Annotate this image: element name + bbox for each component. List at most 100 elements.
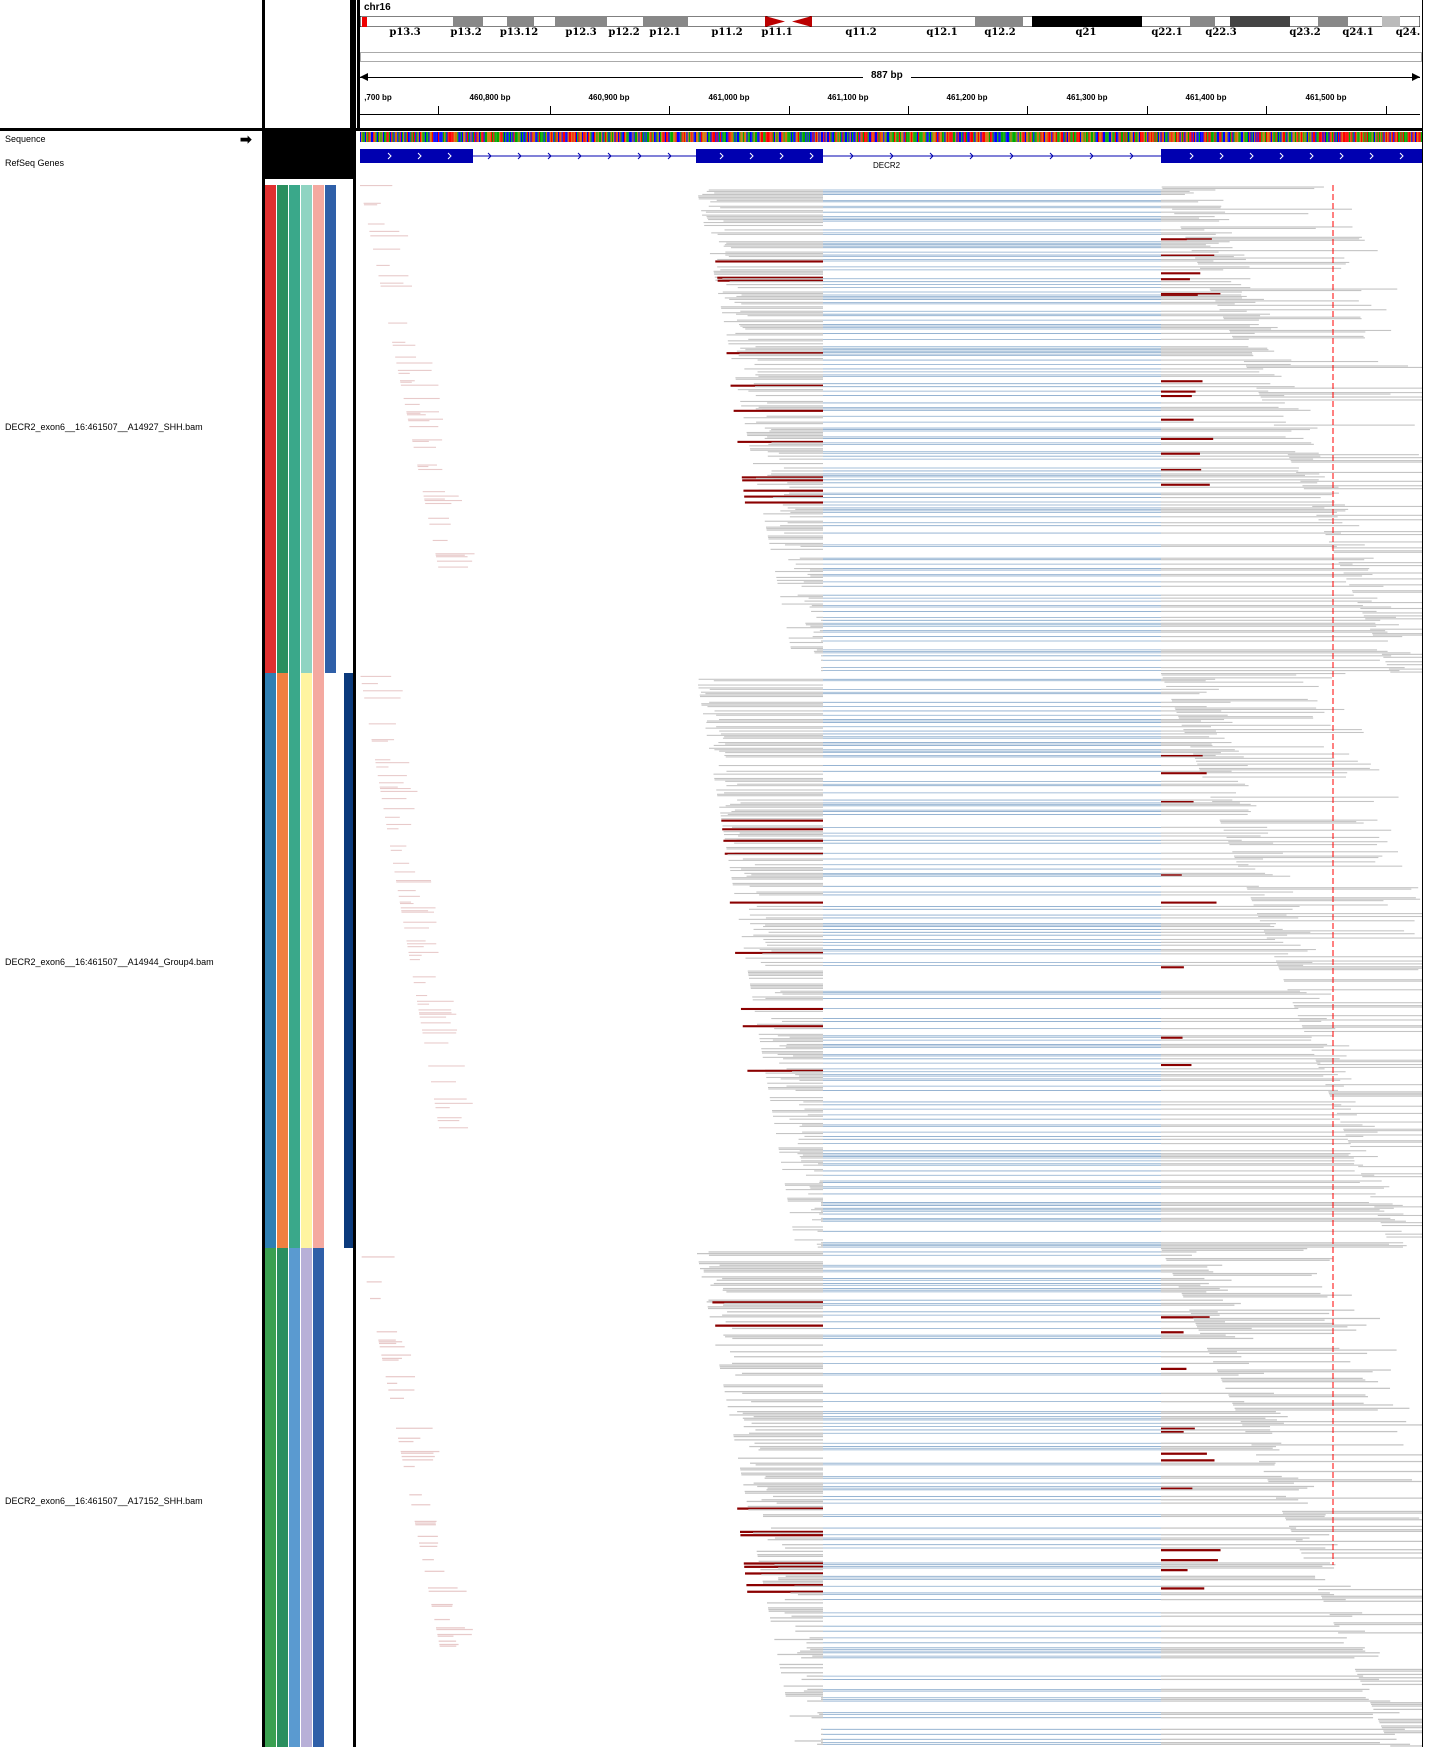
aligned-read bbox=[747, 970, 823, 972]
aligned-read bbox=[793, 1055, 823, 1057]
aligned-read bbox=[719, 730, 823, 732]
aligned-read bbox=[1161, 319, 1259, 321]
sample-attribute-cell[interactable] bbox=[325, 1248, 336, 1747]
aligned-read bbox=[1161, 328, 1272, 330]
refseq-genes-track-label[interactable]: RefSeq Genes bbox=[5, 158, 65, 168]
aligned-read bbox=[1235, 1409, 1378, 1411]
refseq-gene-track[interactable] bbox=[360, 147, 1422, 167]
aligned-read bbox=[370, 235, 409, 237]
aligned-read bbox=[1161, 1593, 1335, 1596]
aligned-read bbox=[1161, 350, 1275, 352]
aligned-read bbox=[776, 1502, 823, 1504]
aligned-read bbox=[748, 973, 823, 975]
sample-attribute-cell[interactable] bbox=[289, 185, 300, 673]
aligned-read bbox=[801, 585, 823, 587]
aligned-read bbox=[807, 1688, 823, 1691]
sample-attribute-cell[interactable] bbox=[301, 185, 312, 673]
sample-attribute-cell[interactable] bbox=[265, 1248, 276, 1747]
aligned-read bbox=[742, 1392, 823, 1394]
aligned-read bbox=[385, 816, 400, 818]
sample-label-3[interactable]: DECR2_exon6__16:461507__A17152_SHH.bam bbox=[5, 1496, 203, 1506]
aligned-read bbox=[785, 1184, 823, 1186]
gene-name-label[interactable]: DECR2 bbox=[873, 161, 901, 170]
aligned-read bbox=[1161, 1251, 1197, 1253]
aligned-read bbox=[794, 568, 823, 570]
aligned-read bbox=[1161, 1219, 1396, 1221]
mismatch-read bbox=[723, 839, 823, 842]
sample-label-2[interactable]: DECR2_exon6__16:461507__A14944_Group4.ba… bbox=[5, 957, 214, 967]
aligned-read bbox=[1197, 1326, 1348, 1328]
sample-attribute-cell[interactable] bbox=[313, 673, 324, 1248]
chromosome-ideogram[interactable] bbox=[360, 16, 1420, 27]
aligned-read bbox=[1161, 667, 1405, 669]
aligned-read bbox=[709, 1266, 823, 1268]
aligned-read bbox=[787, 1200, 823, 1202]
aligned-read bbox=[799, 1125, 823, 1127]
aligned-read bbox=[1161, 1304, 1235, 1306]
mismatch-read bbox=[1161, 800, 1194, 804]
sample-attribute-cell[interactable] bbox=[277, 1248, 288, 1747]
aligned-read bbox=[741, 294, 823, 296]
sample-attribute-cell[interactable] bbox=[313, 1248, 324, 1747]
aligned-read bbox=[1161, 1697, 1366, 1699]
aligned-read bbox=[789, 1118, 823, 1120]
sample-attribute-cell[interactable] bbox=[325, 185, 336, 673]
mismatch-read bbox=[1161, 437, 1214, 440]
aligned-read bbox=[1161, 436, 1286, 438]
aligned-read bbox=[766, 1076, 823, 1079]
sample-label-1[interactable]: DECR2_exon6__16:461507__A14927_SHH.bam bbox=[5, 422, 203, 432]
vertical-scrollbar[interactable] bbox=[1422, 0, 1440, 1747]
aligned-read bbox=[439, 1643, 459, 1646]
sample-attribute-cell[interactable] bbox=[277, 185, 288, 673]
aligned-read bbox=[1161, 390, 1269, 392]
aligned-read bbox=[801, 1160, 823, 1162]
aligned-read bbox=[763, 938, 823, 941]
sample-attribute-cell[interactable] bbox=[301, 673, 312, 1248]
aligned-read bbox=[1161, 313, 1271, 315]
aligned-read bbox=[726, 848, 823, 850]
aligned-read bbox=[749, 908, 823, 910]
sample-attribute-cell[interactable] bbox=[289, 673, 300, 1248]
aligned-read bbox=[439, 1127, 469, 1129]
sample-attribute-cell[interactable] bbox=[301, 1248, 312, 1747]
alignment-panel[interactable] bbox=[360, 185, 1422, 1747]
sample-attribute-cell[interactable] bbox=[289, 1248, 300, 1747]
header-name-panel bbox=[0, 0, 262, 128]
aligned-read bbox=[737, 799, 823, 801]
aligned-read bbox=[1161, 281, 1232, 283]
sequence-track[interactable] bbox=[360, 132, 1422, 142]
aligned-read bbox=[1161, 1648, 1363, 1651]
chromosome-label[interactable]: chr16 bbox=[364, 2, 391, 13]
aligned-read bbox=[1161, 1579, 1326, 1581]
aligned-read bbox=[1317, 1064, 1422, 1066]
aligned-read bbox=[804, 600, 823, 602]
strand-arrow-icon[interactable]: ➡ bbox=[240, 131, 252, 147]
sequence-track-label[interactable]: Sequence bbox=[5, 134, 46, 144]
aligned-read bbox=[1234, 1407, 1410, 1409]
sample-attribute-cell[interactable] bbox=[325, 673, 336, 1248]
sample-attribute-cell[interactable] bbox=[265, 673, 276, 1248]
aligned-read bbox=[775, 570, 823, 573]
sample-attribute-cell[interactable] bbox=[313, 185, 324, 673]
aligned-read bbox=[760, 961, 823, 964]
aligned-read bbox=[422, 1032, 457, 1034]
aligned-read bbox=[393, 862, 410, 864]
aligned-read bbox=[396, 881, 432, 883]
mismatch-read bbox=[747, 1590, 823, 1593]
aligned-read bbox=[1161, 442, 1312, 444]
aligned-read bbox=[737, 389, 823, 391]
aligned-read bbox=[759, 894, 823, 896]
aligned-read bbox=[1161, 1321, 1226, 1323]
band-label: p13.2 bbox=[450, 27, 482, 38]
aligned-read bbox=[390, 845, 407, 847]
ruler-tick bbox=[789, 106, 790, 114]
sample-attribute-cell[interactable] bbox=[265, 185, 276, 673]
aligned-read bbox=[727, 1406, 823, 1408]
mismatch-read bbox=[1161, 292, 1221, 296]
aligned-read bbox=[821, 1697, 823, 1699]
sample-attribute-cell[interactable] bbox=[277, 673, 288, 1248]
aligned-read bbox=[1161, 674, 1297, 676]
aligned-read bbox=[1161, 193, 1185, 195]
mismatch-read bbox=[740, 1007, 823, 1011]
aligned-read bbox=[1161, 606, 1392, 608]
